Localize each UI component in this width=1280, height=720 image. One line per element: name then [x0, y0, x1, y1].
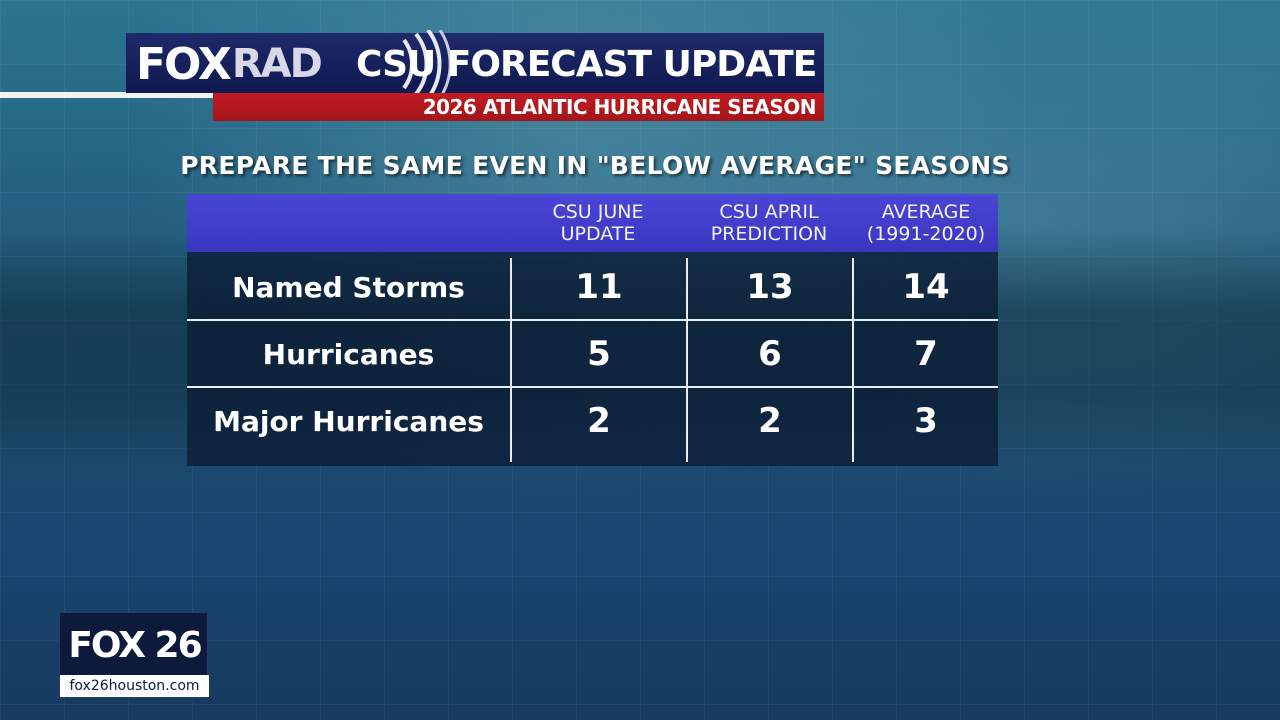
radar-waves-icon	[402, 30, 452, 98]
column-divider	[852, 258, 854, 462]
header-banner	[126, 33, 824, 93]
row-divider	[187, 386, 998, 388]
table-row: Major Hurricanes 2 2 3	[187, 388, 998, 454]
cell-value: 5	[587, 334, 611, 374]
column-header-april: CSU APRIL PREDICTION	[710, 201, 828, 245]
column-header-june: CSU JUNE UPDATE	[552, 201, 644, 245]
row-label: Hurricanes	[262, 337, 435, 371]
cell-value: 13	[746, 267, 794, 307]
subtitle-banner: 2026 ATLANTIC HURRICANE SEASON	[213, 93, 824, 121]
row-label: Major Hurricanes	[213, 404, 484, 438]
forecast-table: CSU JUNE UPDATE CSU APRIL PREDICTION AVE…	[187, 194, 998, 466]
fox26-logo: FOX 26	[68, 624, 202, 666]
cell-value: 11	[575, 267, 623, 307]
logo-fox-text: FOX	[136, 38, 232, 90]
column-divider	[510, 258, 512, 462]
headline: PREPARE THE SAME EVEN IN "BELOW AVERAGE"…	[180, 150, 1010, 180]
row-label: Named Storms	[232, 270, 465, 304]
cell-value: 2	[587, 401, 611, 441]
table-body	[187, 252, 998, 466]
row-divider	[187, 319, 998, 321]
station-bug: FOX 26 fox26houston.com	[59, 612, 209, 698]
logo-rad-text: RAD	[231, 41, 323, 87]
cell-value: 2	[758, 401, 782, 441]
page-subtitle: 2026 ATLANTIC HURRICANE SEASON	[422, 95, 817, 119]
table-header: CSU JUNE UPDATE CSU APRIL PREDICTION AVE…	[187, 194, 998, 252]
table-row: Named Storms 11 13 14	[187, 254, 998, 320]
header-accent-line	[0, 92, 215, 98]
column-header-average: AVERAGE (1991-2020)	[866, 201, 986, 245]
foxrad-logo: FOX RAD	[136, 30, 452, 98]
page-title: CSU FORECAST UPDATE	[356, 43, 817, 85]
cell-value: 14	[902, 267, 950, 307]
cell-value: 7	[914, 334, 938, 374]
table-row: Hurricanes 5 6 7	[187, 321, 998, 387]
station-url: fox26houston.com	[60, 675, 209, 697]
column-divider	[686, 258, 688, 462]
cell-value: 6	[758, 334, 782, 374]
cell-value: 3	[914, 401, 938, 441]
